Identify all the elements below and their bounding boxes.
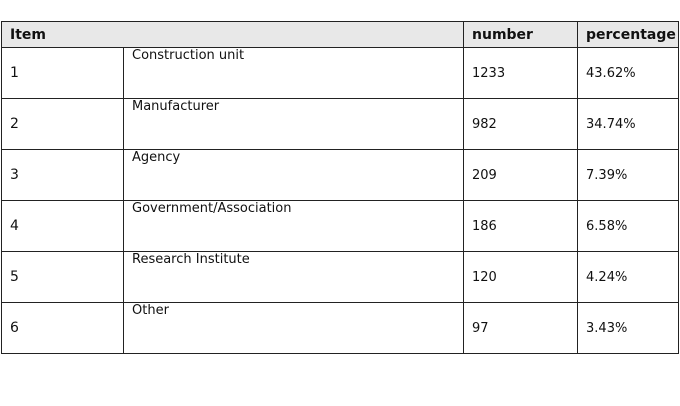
row-category: Agency — [122, 149, 465, 201]
table-row: 6 Other 97 3.43% — [1, 302, 680, 354]
row-item: 2 — [1, 98, 124, 150]
row-item: 1 — [1, 47, 124, 99]
header-percentage: percentage — [577, 21, 680, 48]
row-item: 6 — [1, 302, 124, 354]
table-row: 5 Research Institute 120 4.24% — [1, 251, 680, 303]
row-category: Manufacturer — [122, 98, 465, 150]
row-percentage: 3.43% — [577, 302, 680, 354]
row-percentage: 7.39% — [577, 149, 680, 201]
row-number: 1233 — [463, 47, 579, 99]
row-category: Government/Association — [122, 200, 465, 252]
row-category: Other — [122, 302, 465, 354]
row-category: Construction unit — [122, 47, 465, 99]
row-number: 982 — [463, 98, 579, 150]
row-number: 186 — [463, 200, 579, 252]
row-number: 120 — [463, 251, 579, 303]
row-number: 97 — [463, 302, 579, 354]
row-item: 5 — [1, 251, 124, 303]
row-item: 3 — [1, 149, 124, 201]
header-number: number — [463, 21, 579, 48]
table-row: 2 Manufacturer 982 34.74% — [1, 98, 680, 150]
data-table: Item number percentage 1 Construction un… — [0, 21, 680, 354]
table-row: 3 Agency 209 7.39% — [1, 149, 680, 201]
header-item: Item — [0, 21, 465, 48]
row-number: 209 — [463, 149, 579, 201]
row-item: 4 — [1, 200, 124, 252]
table-body: 1 Construction unit 1233 43.62% 2 Manufa… — [1, 47, 680, 354]
row-percentage: 34.74% — [577, 98, 680, 150]
table-row: 1 Construction unit 1233 43.62% — [1, 47, 680, 99]
row-percentage: 43.62% — [577, 47, 680, 99]
row-percentage: 6.58% — [577, 200, 680, 252]
table-header: Item number percentage — [0, 21, 680, 48]
header-row: Item number percentage — [0, 21, 680, 48]
row-percentage: 4.24% — [577, 251, 680, 303]
row-category: Research Institute — [122, 251, 465, 303]
table-row: 4 Government/Association 186 6.58% — [1, 200, 680, 252]
